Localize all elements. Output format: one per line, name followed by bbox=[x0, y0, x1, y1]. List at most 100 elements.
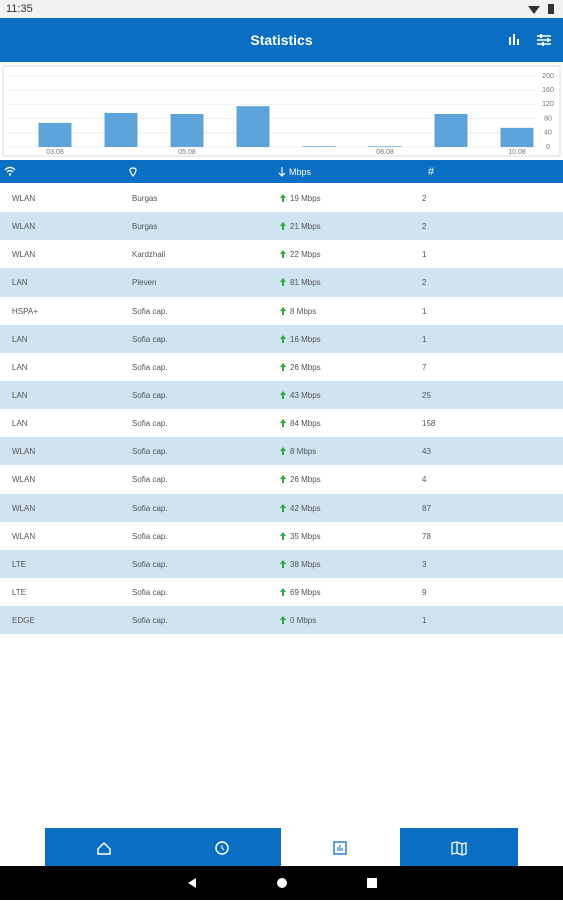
nav-history[interactable] bbox=[163, 828, 281, 866]
speed: 84 Mbps bbox=[290, 419, 321, 429]
speed: 0 Mbps bbox=[290, 616, 317, 626]
table-row[interactable]: EDGE Sofia cap. 0 Mbps 1 bbox=[0, 606, 563, 635]
count: 1 bbox=[422, 616, 427, 626]
table-row[interactable]: HSPA+ Sofia cap. 8 Mbps 1 bbox=[0, 297, 563, 325]
y-tick-label: 120 bbox=[542, 101, 554, 108]
x-tick-label: 03.08 bbox=[46, 149, 64, 156]
table-row[interactable]: LAN Sofia cap. 84 Mbps 158 bbox=[0, 409, 563, 437]
speed-arrow bbox=[280, 616, 286, 625]
header-speed: Mbps bbox=[289, 167, 312, 177]
location: Sofia cap. bbox=[132, 616, 168, 626]
table-row[interactable]: LAN Sofia cap. 43 Mbps 25 bbox=[0, 380, 563, 410]
table-row[interactable]: WLAN Sofia cap. 26 Mbps 4 bbox=[0, 465, 563, 493]
bar bbox=[236, 106, 270, 147]
count: 25 bbox=[422, 390, 431, 400]
count: 43 bbox=[422, 447, 431, 457]
count: 158 bbox=[422, 419, 436, 429]
network-type: LAN bbox=[12, 362, 28, 372]
clock: 11:35 bbox=[6, 3, 33, 15]
bar bbox=[302, 146, 336, 147]
title: Statistics bbox=[250, 32, 313, 48]
location: Sofia cap. bbox=[132, 559, 168, 569]
network-type: LTE bbox=[12, 587, 27, 597]
x-tick-label: 08.08 bbox=[376, 149, 394, 156]
speed: 19 Mbps bbox=[290, 194, 321, 203]
table-row[interactable]: WLAN Sofia cap. 8 Mbps 43 bbox=[0, 437, 563, 466]
speed-arrow bbox=[280, 250, 286, 259]
count: 4 bbox=[422, 475, 427, 485]
table-row[interactable]: WLAN Burgas 19 Mbps 2 bbox=[0, 184, 563, 212]
network-type: HSPA+ bbox=[12, 306, 38, 316]
bar bbox=[434, 113, 468, 147]
speed-arrow bbox=[280, 194, 286, 202]
location: Sofia cap. bbox=[132, 362, 168, 372]
speed: 43 Mbps bbox=[290, 390, 321, 400]
network-type: LAN bbox=[12, 334, 28, 344]
table-row[interactable]: WLAN Sofia cap. 35 Mbps 78 bbox=[0, 522, 563, 550]
toolbar-icons[interactable] bbox=[505, 32, 555, 48]
network-type: LTE bbox=[12, 559, 27, 569]
bar bbox=[500, 127, 534, 147]
network-type: LAN bbox=[12, 390, 28, 400]
speed: 16 Mbps bbox=[290, 334, 321, 344]
y-tick-label: 40 bbox=[544, 130, 552, 137]
speed: 21 Mbps bbox=[290, 222, 321, 232]
speed: 8 Mbps bbox=[290, 447, 317, 457]
table-row[interactable]: WLAN Burgas 21 Mbps 2 bbox=[0, 212, 563, 241]
table-row[interactable]: LAN Pleven 81 Mbps 2 bbox=[0, 268, 563, 297]
table-header: Mbps # bbox=[0, 160, 563, 183]
location: Sofia cap. bbox=[132, 475, 168, 485]
speed-arrow bbox=[280, 531, 286, 540]
speed: 35 Mbps bbox=[290, 531, 321, 541]
nav-statistics[interactable] bbox=[281, 828, 400, 866]
speed: 81 Mbps bbox=[290, 278, 321, 288]
y-tick-label: 0 bbox=[546, 144, 550, 151]
x-tick-label: 10.08 bbox=[508, 149, 526, 156]
table-row[interactable]: LAN Sofia cap. 26 Mbps 7 bbox=[0, 353, 563, 381]
speed: 38 Mbps bbox=[290, 559, 321, 569]
speed-arrow bbox=[280, 334, 286, 343]
count: 3 bbox=[422, 559, 427, 569]
count: 78 bbox=[422, 531, 431, 541]
count: 2 bbox=[422, 194, 427, 203]
speed-arrow bbox=[280, 559, 286, 568]
location: Sofia cap. bbox=[132, 306, 168, 316]
chart: 0 40 80 120 160 200 03.08 05.08 08.08 10.08 bbox=[2, 65, 561, 157]
table-row[interactable]: LAN Sofia cap. 16 Mbps 1 bbox=[0, 324, 563, 353]
speed: 42 Mbps bbox=[290, 503, 321, 513]
nav-home[interactable] bbox=[45, 828, 163, 866]
network-type: WLAN bbox=[12, 531, 36, 541]
count: 1 bbox=[422, 306, 427, 316]
nav-map[interactable] bbox=[400, 828, 518, 866]
table-row[interactable]: LTE Sofia cap. 69 Mbps 9 bbox=[0, 578, 563, 606]
speed-arrow bbox=[280, 587, 286, 596]
network-type: LAN bbox=[12, 419, 28, 429]
speed: 26 Mbps bbox=[290, 362, 321, 372]
bar bbox=[170, 113, 204, 147]
network-type: WLAN bbox=[12, 250, 36, 260]
speed-arrow bbox=[280, 278, 286, 287]
location: Sofia cap. bbox=[132, 419, 168, 429]
y-tick-label: 80 bbox=[544, 115, 552, 122]
y-tick-label: 160 bbox=[542, 87, 554, 94]
location: Sofia cap. bbox=[132, 531, 168, 541]
location: Burgas bbox=[132, 194, 158, 203]
network-type: WLAN bbox=[12, 222, 36, 232]
count: 2 bbox=[422, 278, 427, 288]
table-row[interactable]: LTE Sofia cap. 38 Mbps 3 bbox=[0, 549, 563, 578]
location: Sofia cap. bbox=[132, 503, 168, 513]
network-type: WLAN bbox=[12, 503, 36, 513]
table-body: WLAN Burgas 19 Mbps 2 WLAN Burgas 21 Mbps 2 WLAN… bbox=[0, 184, 563, 635]
y-tick-label: 200 bbox=[542, 73, 554, 80]
bottom-nav bbox=[0, 826, 563, 866]
location: Burgas bbox=[132, 222, 158, 232]
location: Sofia cap. bbox=[132, 587, 168, 597]
location: Pleven bbox=[132, 278, 157, 288]
count: 7 bbox=[422, 362, 427, 372]
table-row[interactable]: WLAN Sofia cap. 42 Mbps 87 bbox=[0, 493, 563, 522]
count: 2 bbox=[422, 222, 427, 232]
table-row[interactable]: WLAN Kardzhali 22 Mbps 1 bbox=[0, 240, 563, 268]
count: 1 bbox=[422, 334, 427, 344]
header-icons bbox=[4, 166, 286, 177]
